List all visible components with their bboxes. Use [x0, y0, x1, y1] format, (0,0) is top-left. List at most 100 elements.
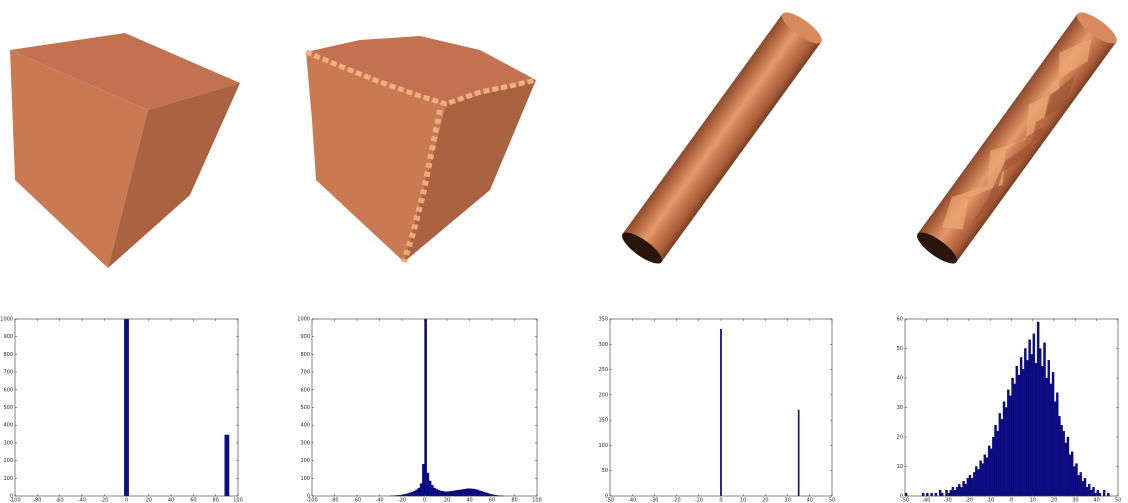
bar [1071, 452, 1073, 496]
noisy-cube-render [306, 36, 536, 262]
cylinder-render [618, 7, 826, 268]
y-tick-label: 700 [300, 370, 310, 376]
x-tick-label: 100 [233, 498, 243, 503]
bar [969, 475, 971, 496]
bar [1039, 349, 1041, 497]
y-tick-label: 800 [300, 352, 310, 358]
bar [1067, 437, 1069, 496]
bar [1041, 366, 1043, 496]
bar [438, 490, 440, 496]
y-tick-label: 0 [605, 494, 608, 500]
bar [447, 492, 449, 496]
bar [967, 478, 969, 496]
bar [1048, 360, 1050, 496]
bar [922, 493, 924, 496]
y-tick-label: 400 [300, 423, 310, 429]
bar [425, 319, 427, 496]
bar [483, 492, 485, 496]
bar [950, 490, 952, 496]
x-tick-label: -80 [330, 498, 338, 503]
bar [975, 467, 977, 497]
bar [1075, 464, 1077, 496]
bar [941, 493, 943, 496]
x-tick-label: -40 [78, 498, 86, 503]
bar [931, 493, 933, 496]
y-tick-label: 600 [300, 387, 310, 393]
y-tick-label: 200 [598, 392, 608, 398]
figure: -100-80-60-40-20020406080100010020030040… [0, 0, 1128, 503]
bar [409, 493, 411, 496]
x-tick-label: 40 [168, 498, 174, 503]
bar [971, 478, 973, 496]
bar [1024, 349, 1026, 497]
x-tick-label: 20 [146, 498, 152, 503]
x-tick-label: 50 [829, 498, 835, 503]
bar [963, 481, 965, 496]
bar [1009, 396, 1011, 496]
bar [458, 490, 460, 496]
bar [1078, 475, 1080, 496]
bar [472, 489, 474, 496]
y-tick-label: 700 [3, 370, 13, 376]
bar [1063, 431, 1065, 496]
x-tick-label: -20 [965, 498, 973, 503]
bar [1037, 322, 1039, 496]
x-tick-label: 60 [190, 498, 196, 503]
bar [422, 464, 424, 496]
x-tick-label: 80 [213, 498, 219, 503]
bar [1029, 340, 1031, 496]
x-tick-label: 10 [740, 498, 746, 503]
x-tick-label: 50 [1115, 498, 1121, 503]
x-tick-label: 20 [762, 498, 768, 503]
bar [956, 487, 958, 496]
bar [420, 484, 422, 496]
bar [1005, 408, 1007, 497]
y-tick-label: 200 [300, 458, 310, 464]
cube-render [10, 33, 240, 268]
bar [1056, 393, 1058, 496]
x-tick-label: -40 [375, 498, 383, 503]
bar [411, 492, 413, 496]
bar [413, 491, 415, 496]
x-tick-label: 0 [719, 498, 722, 503]
x-tick-label: -20 [398, 498, 406, 503]
y-tick-label: 300 [300, 440, 310, 446]
x-tick-label: -40 [922, 498, 930, 503]
bar [1020, 357, 1022, 496]
bar [1014, 384, 1016, 496]
bar [992, 437, 994, 496]
y-tick-label: 250 [598, 367, 608, 373]
histogram-chart: -50-40-30-20-100102030405005010015020025… [598, 317, 835, 503]
bar [1026, 360, 1028, 496]
bar [960, 487, 962, 496]
bar [1090, 490, 1092, 496]
y-tick-label: 900 [300, 334, 310, 340]
bar [939, 490, 941, 496]
bar [407, 494, 409, 496]
bar [485, 493, 487, 496]
bar [999, 413, 1001, 496]
y-tick-label: 100 [3, 476, 13, 482]
bar [1058, 416, 1060, 496]
bar [1016, 366, 1018, 496]
bar [994, 425, 996, 496]
bar [225, 435, 229, 496]
bar [973, 472, 975, 496]
bar [463, 489, 465, 496]
bar [443, 491, 445, 496]
x-tick-label: 10 [1030, 498, 1036, 503]
x-tick-label: -30 [944, 498, 952, 503]
x-tick-label: -20 [673, 498, 681, 503]
bar [124, 319, 128, 496]
y-tick-label: 500 [3, 405, 13, 411]
bar [1050, 384, 1052, 496]
bar [948, 493, 950, 496]
bar [465, 489, 467, 496]
x-tick-label: -10 [986, 498, 994, 503]
bar [997, 431, 999, 496]
bar [965, 484, 967, 496]
x-tick-label: 20 [1051, 498, 1057, 503]
x-tick-label: 0 [423, 498, 426, 503]
bar [454, 491, 456, 496]
